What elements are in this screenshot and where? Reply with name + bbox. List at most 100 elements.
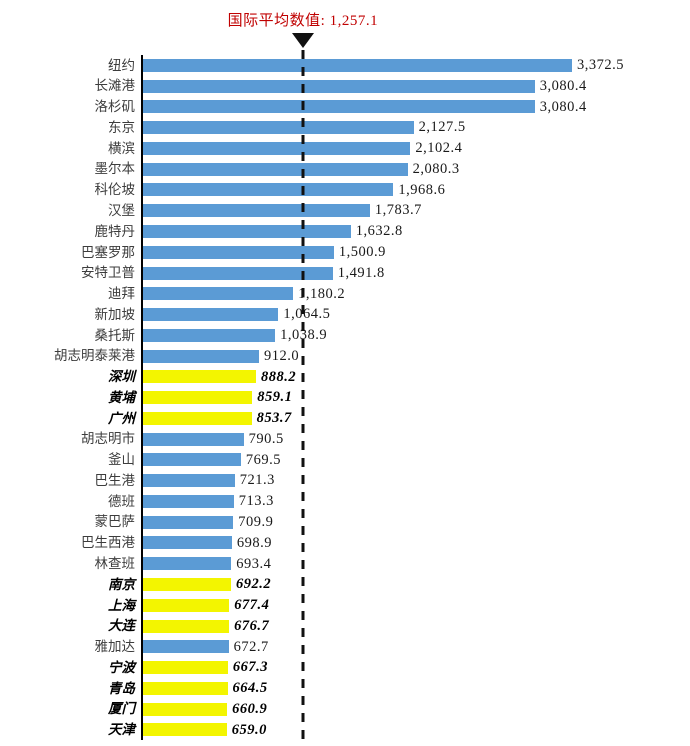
value-label: 660.9	[232, 700, 268, 717]
value-label: 667.3	[232, 659, 269, 676]
bar-area: 2,127.5	[141, 117, 690, 139]
bar	[143, 453, 241, 467]
bar-area: 790.5	[141, 428, 690, 450]
bar	[143, 474, 235, 488]
bar-area: 693.4	[141, 553, 690, 575]
value-label: 769.5	[245, 451, 282, 468]
bar	[143, 702, 228, 716]
bar-area: 721.3	[141, 470, 690, 492]
bar-area: 2,102.4	[141, 138, 690, 159]
value-label: 1,632.8	[355, 223, 403, 240]
value-label: 912.0	[264, 347, 300, 364]
bar-area: 667.3	[141, 657, 690, 678]
bar	[143, 79, 535, 93]
category-label: 南京	[108, 576, 135, 592]
category-label: 深圳	[108, 369, 135, 385]
value-label: 693.4	[236, 555, 272, 572]
chart-row: 胡志明市 790.5	[0, 428, 690, 450]
chart-row: 德班 713.3	[0, 491, 690, 512]
bar-area: 3,080.4	[141, 75, 690, 97]
value-label: 3,372.5	[577, 57, 624, 74]
chart-row: 厦门 660.9	[0, 698, 690, 720]
bar	[143, 245, 334, 259]
bar	[143, 391, 253, 405]
bar	[143, 723, 227, 737]
value-label: 721.3	[239, 472, 275, 489]
bar-area: 1,064.5	[141, 304, 690, 325]
bar	[143, 328, 276, 342]
chart-row: 横滨 2,102.4	[0, 138, 690, 159]
chart-row: 胡志明泰莱港 912.0	[0, 345, 690, 367]
chart-row: 汉堡 1,783.7	[0, 200, 690, 222]
chart-row: 纽约 3,372.5	[0, 55, 690, 76]
bar	[143, 308, 279, 322]
bar	[143, 287, 294, 301]
bar	[143, 557, 232, 571]
value-label: 1,491.8	[337, 264, 385, 281]
bar	[143, 204, 370, 218]
chart-row: 上海 677.4	[0, 594, 690, 616]
value-label: 2,080.3	[412, 160, 460, 177]
category-label: 林查班	[94, 556, 136, 571]
value-label: 709.9	[238, 513, 274, 530]
bar	[143, 619, 230, 633]
bar	[143, 141, 411, 155]
bar-area: 660.9	[141, 698, 690, 720]
category-label: 上海	[108, 597, 135, 613]
bar-area: 692.2	[141, 574, 690, 595]
category-label: 长滩港	[94, 78, 136, 94]
bar-area: 659.0	[141, 719, 690, 741]
chart-row: 巴生西港 698.9	[0, 532, 690, 554]
bar-area: 3,080.4	[141, 96, 690, 118]
bar-area: 676.7	[141, 615, 690, 637]
category-label: 青岛	[108, 680, 135, 696]
bar	[143, 225, 351, 238]
value-label: 1,783.7	[374, 202, 422, 219]
value-label: 2,127.5	[418, 119, 466, 136]
bar-area: 1,038.9	[141, 324, 690, 346]
value-label: 672.7	[233, 638, 269, 655]
chart-row: 釜山 769.5	[0, 449, 690, 471]
value-label: 664.5	[232, 680, 268, 697]
bar-area: 1,491.8	[141, 262, 690, 284]
value-label: 713.3	[238, 493, 274, 510]
chart-row: 青岛 664.5	[0, 677, 690, 699]
value-label: 677.4	[234, 597, 270, 614]
bar-area: 698.9	[141, 532, 690, 554]
value-label: 3,080.4	[539, 98, 587, 115]
category-label: 胡志明泰莱港	[54, 348, 135, 364]
average-value-label: 国际平均数值: 1,257.1	[227, 13, 379, 29]
bar-area: 1,180.2	[141, 283, 690, 305]
value-label: 790.5	[248, 430, 284, 447]
bar	[143, 640, 229, 654]
bar	[143, 411, 252, 425]
chart-row: 新加坡 1,064.5	[0, 304, 690, 325]
chart-row: 广州 853.7	[0, 408, 690, 429]
category-label: 胡志明市	[81, 431, 135, 447]
bar-area: 709.9	[141, 511, 690, 533]
bar-area: 769.5	[141, 449, 690, 471]
value-label: 1,180.2	[298, 285, 346, 302]
value-label: 1,500.9	[338, 244, 386, 261]
category-label: 东京	[108, 119, 135, 135]
down-triangle-icon	[291, 33, 314, 48]
category-label: 广州	[108, 410, 135, 426]
chart-row: 宁波 667.3	[0, 657, 690, 678]
bar-area: 912.0	[141, 345, 690, 367]
category-label: 厦门	[108, 701, 135, 717]
bar	[143, 266, 333, 280]
chart-row: 大连 676.7	[0, 615, 690, 637]
chart-row: 洛杉矶 3,080.4	[0, 96, 690, 118]
chart-row: 桑托斯 1,038.9	[0, 324, 690, 346]
category-label: 黄埔	[108, 389, 135, 405]
category-label: 科伦坡	[94, 182, 136, 198]
chart-row: 巴塞罗那 1,500.9	[0, 241, 690, 263]
chart-row: 迪拜 1,180.2	[0, 283, 690, 305]
chart-row: 墨尔本 2,080.3	[0, 158, 690, 180]
bar-area: 677.4	[141, 594, 690, 616]
bar-area: 1,500.9	[141, 241, 690, 263]
chart-row: 东京 2,127.5	[0, 117, 690, 139]
average-dashed-line	[301, 50, 305, 741]
value-label: 659.0	[231, 721, 267, 738]
bar	[143, 432, 244, 446]
